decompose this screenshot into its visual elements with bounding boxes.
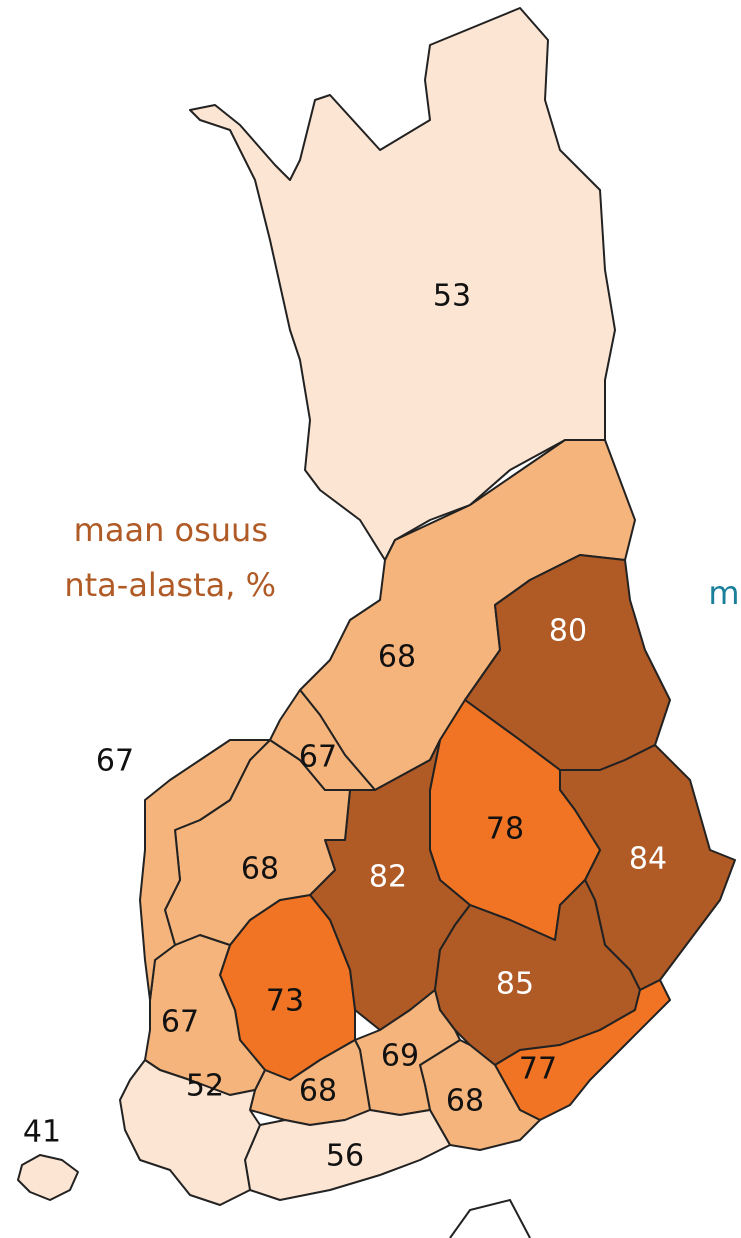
region [17, 1154, 79, 1201]
region [139, 739, 271, 1001]
region-label: 73 [266, 984, 304, 1019]
region-label: 82 [369, 860, 407, 895]
region [244, 1109, 451, 1201]
region-label: 68 [378, 640, 416, 675]
region-label: 41 [23, 1115, 61, 1150]
region-label: 56 [326, 1139, 364, 1174]
region-label: 68 [241, 852, 279, 887]
region-label: 80 [549, 614, 587, 649]
border-line [449, 1198, 531, 1238]
region-label: 67 [299, 740, 337, 775]
region [119, 1059, 261, 1206]
legend-line: nta-alasta, % [64, 566, 276, 604]
region-label: 84 [629, 842, 667, 877]
region-label: 53 [433, 279, 471, 314]
region-label: 67 [96, 744, 134, 779]
region-label: 67 [161, 1005, 199, 1040]
region-label: 69 [381, 1039, 419, 1074]
region-label: 68 [446, 1084, 484, 1119]
cut-legend: m [708, 574, 739, 612]
region-label: 52 [186, 1069, 224, 1104]
region-label: 78 [486, 812, 524, 847]
region [189, 7, 616, 561]
region-label: 68 [299, 1074, 337, 1109]
region-label: 85 [496, 967, 534, 1002]
region-label: 77 [519, 1052, 557, 1087]
region [269, 689, 376, 791]
legend-line: maan osuus [74, 511, 268, 549]
